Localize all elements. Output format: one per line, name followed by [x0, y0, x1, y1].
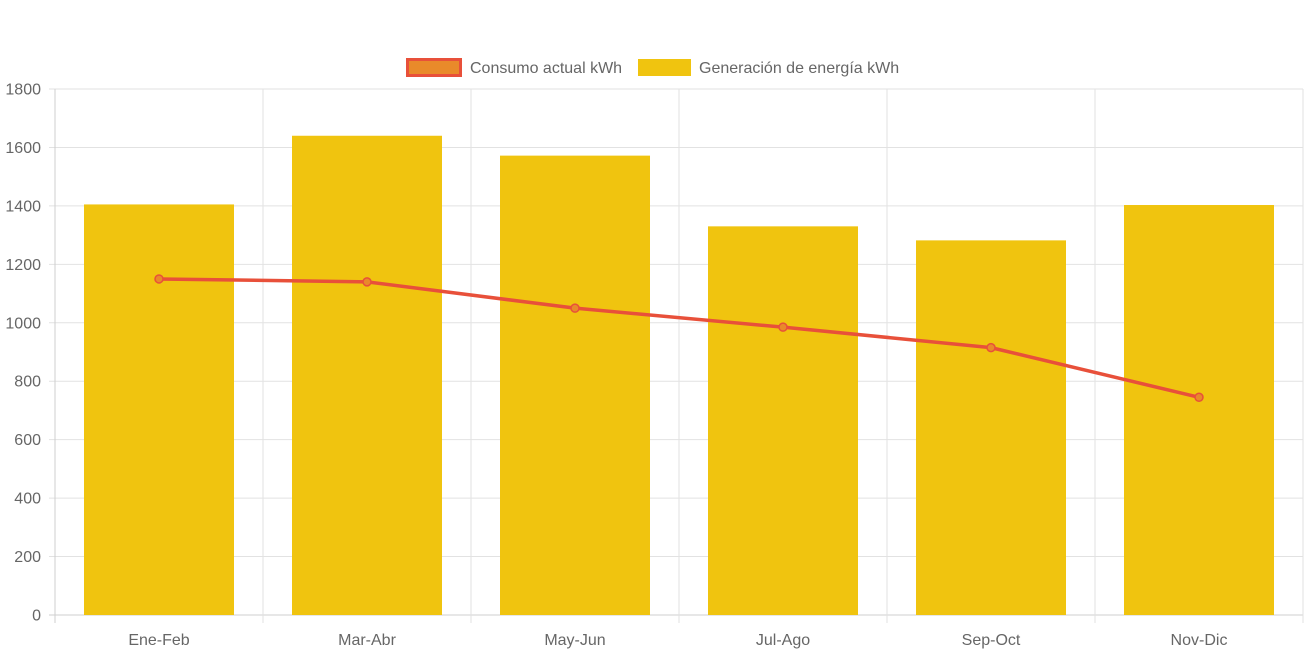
y-tick-label: 1200: [5, 257, 41, 274]
consumption-point-jul-ago[interactable]: [778, 322, 788, 332]
bar-mar-abr[interactable]: [292, 135, 442, 615]
x-tick-label: Jul-Ago: [756, 632, 810, 649]
y-tick-label: 400: [14, 491, 41, 508]
y-tick-label: 1600: [5, 140, 41, 157]
legend[interactable]: Consumo actual kWh Generación de energía …: [406, 58, 900, 78]
grid-layer: [49, 88, 1304, 623]
bar-ene-feb[interactable]: [84, 204, 234, 615]
y-tick-label: 200: [14, 549, 41, 566]
legend-label: Generación de energía kWh: [699, 60, 899, 77]
y-tick-label: 1800: [5, 82, 41, 99]
bar-sep-oct[interactable]: [916, 240, 1066, 616]
consumption-line: [158, 277, 1200, 399]
x-tick-label: Ene-Feb: [128, 632, 189, 649]
legend-swatch-bar: [638, 59, 691, 76]
x-tick-label: May-Jun: [544, 632, 605, 649]
y-tick-label: 1000: [5, 315, 41, 332]
consumption-point-sep-oct[interactable]: [986, 342, 996, 353]
consumption-point-may-jun[interactable]: [570, 303, 580, 313]
bar-may-jun[interactable]: [500, 155, 650, 616]
legend-swatch-line: [406, 58, 462, 77]
x-tick-label: Sep-Oct: [962, 632, 1021, 649]
consumption-point-nov-dic[interactable]: [1194, 392, 1204, 403]
consumption-point-mar-abr[interactable]: [362, 277, 372, 287]
x-tick-label: Nov-Dic: [1171, 632, 1228, 649]
y-tick-label: 600: [14, 432, 41, 449]
consumption-point-ene-feb[interactable]: [154, 274, 164, 284]
bar-jul-ago[interactable]: [708, 226, 858, 615]
axis-layer: 0 200 400 600 800 1000 1200 1400 1600 1800 Ene-Feb…: [5, 82, 1227, 650]
bar-series-layer: [84, 135, 1274, 616]
legend-item-consumo[interactable]: Consumo actual kWh: [406, 58, 623, 78]
y-tick-label: 0: [32, 608, 41, 625]
y-tick-label: 1400: [5, 198, 41, 215]
y-tick-label: 800: [14, 374, 41, 391]
legend-label: Consumo actual kWh: [470, 60, 622, 77]
line-series-layer: [154, 274, 1204, 403]
x-tick-label: Mar-Abr: [338, 632, 396, 649]
bar-nov-dic[interactable]: [1124, 205, 1274, 616]
legend-item-generacion[interactable]: Generación de energía kWh: [638, 59, 899, 77]
